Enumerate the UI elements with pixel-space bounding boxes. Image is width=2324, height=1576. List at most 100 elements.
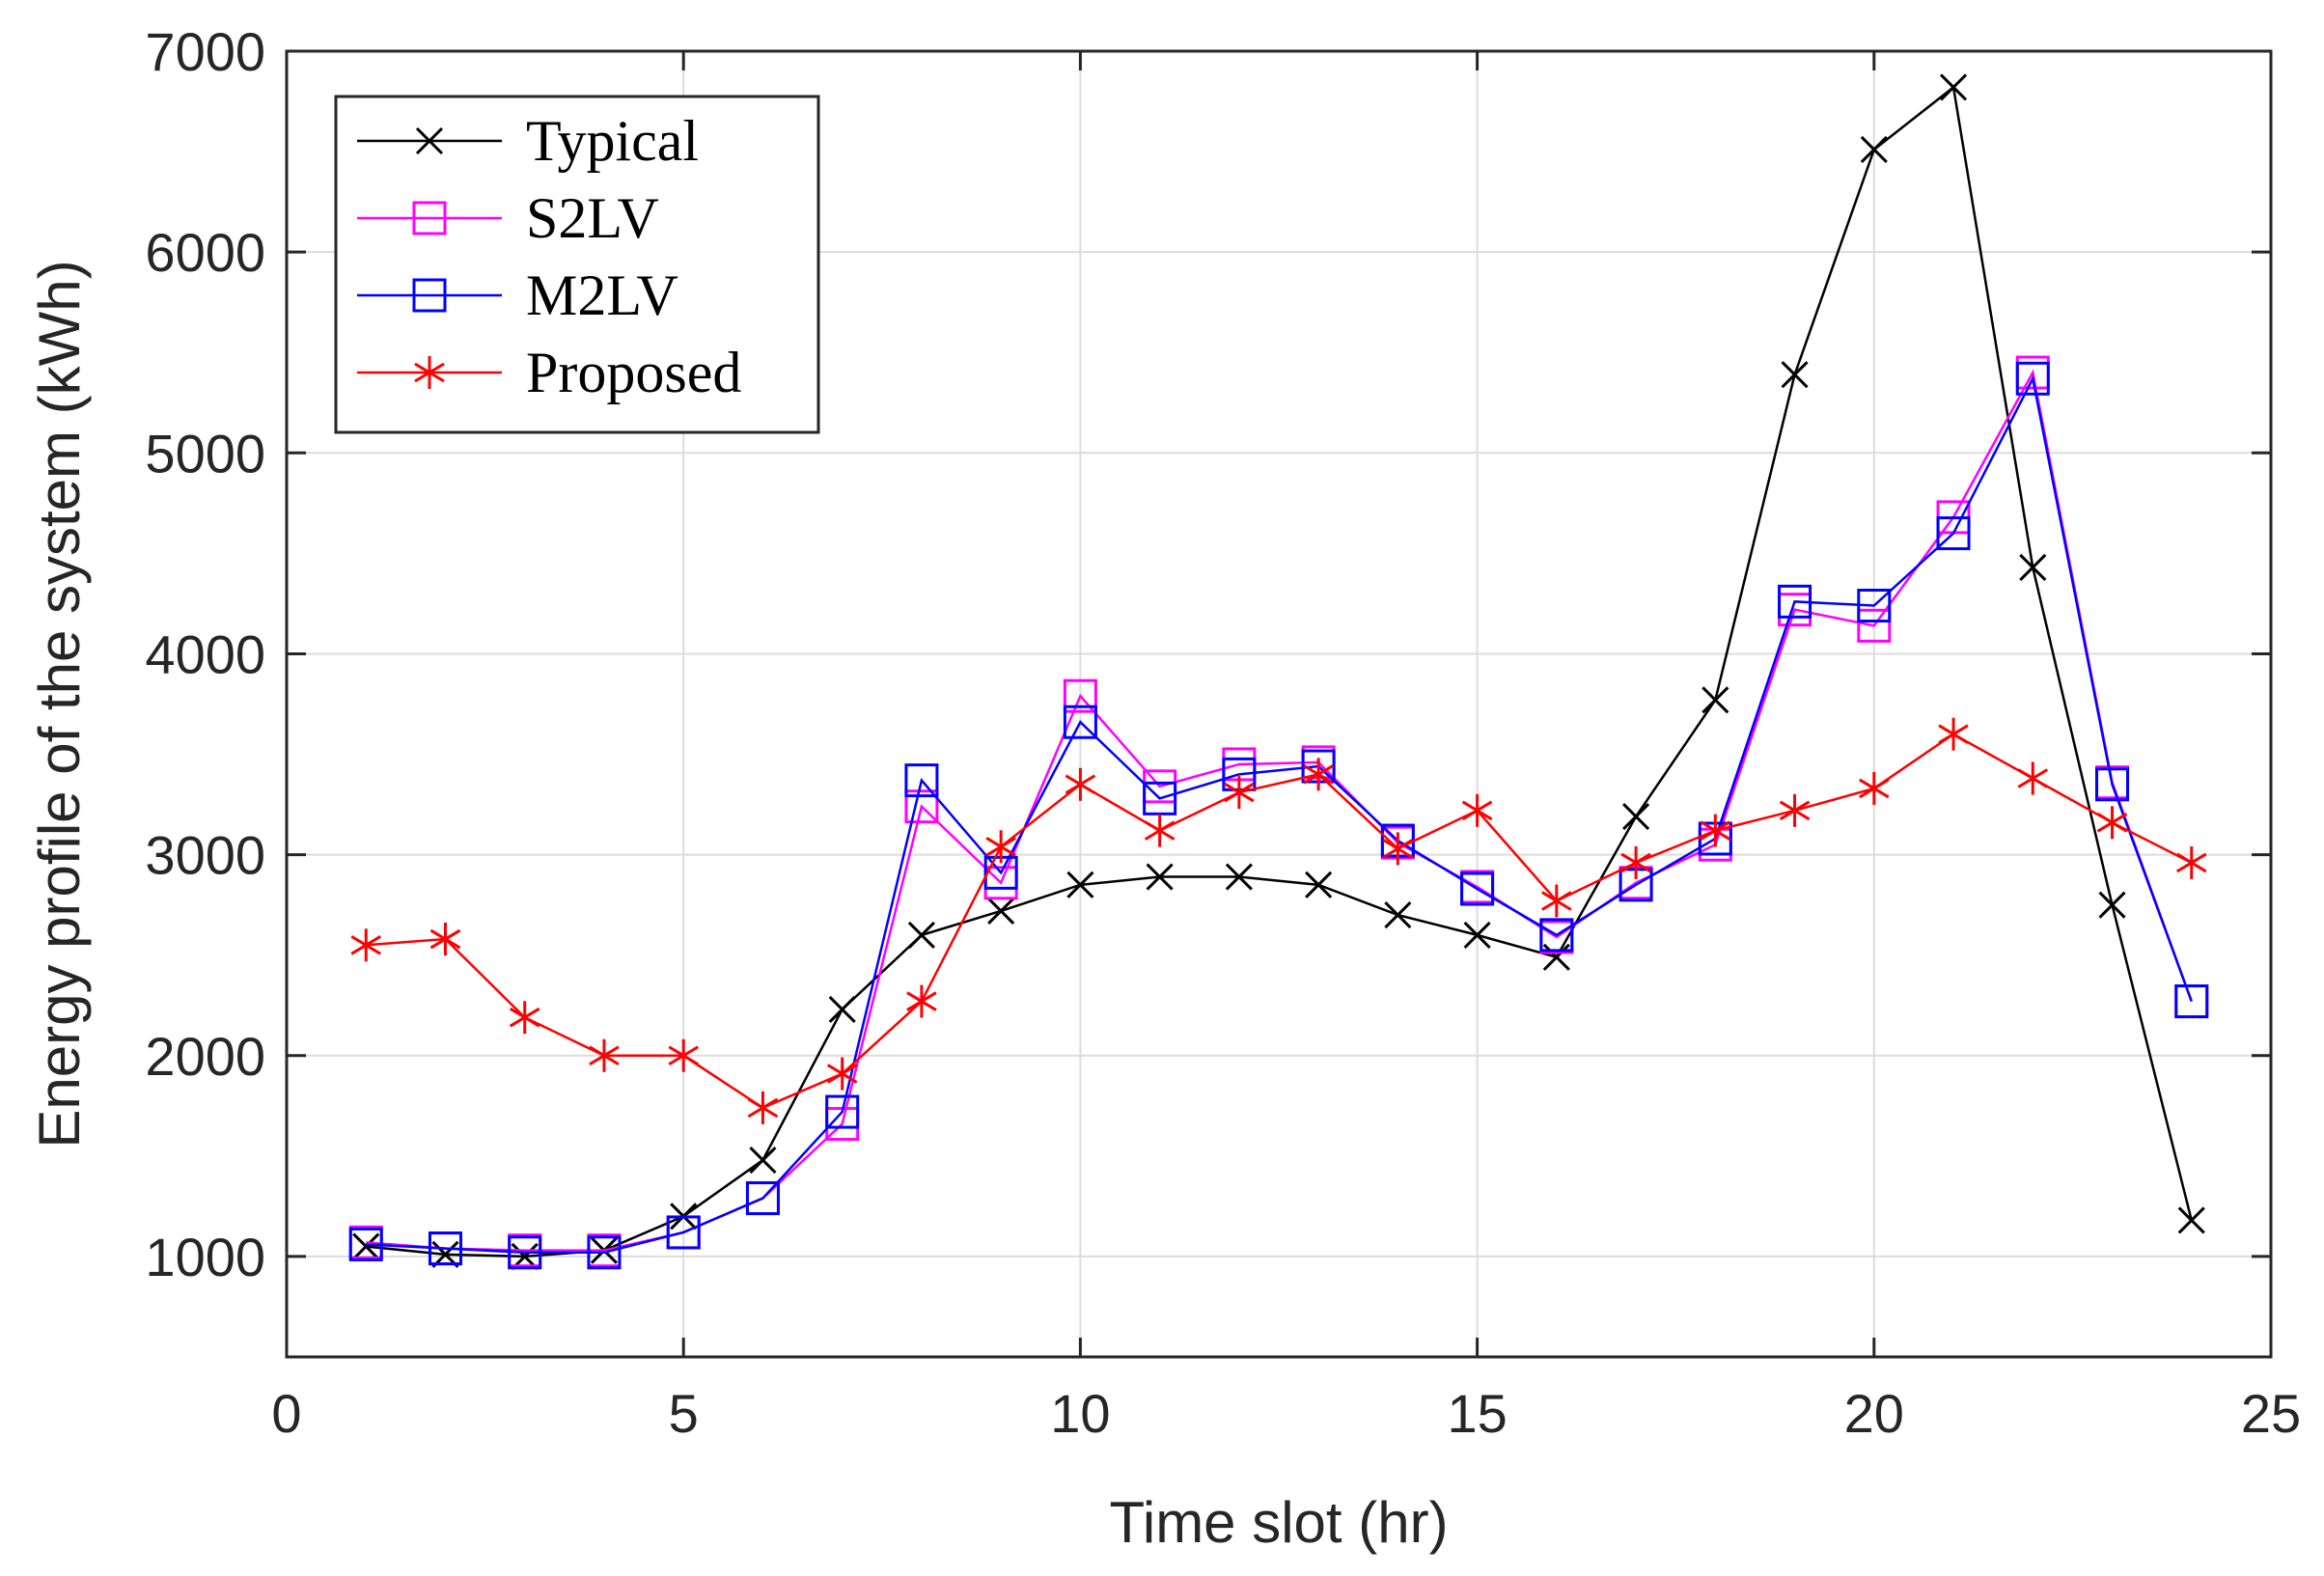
series-line-typical: [366, 85, 2193, 1258]
marker-stroke: [429, 928, 461, 950]
marker-stroke: [2096, 813, 2128, 833]
data-point-m2lv: [2095, 767, 2130, 802]
data-point-typical: [1702, 686, 1729, 714]
marker-stroke: [1065, 774, 1096, 795]
legend-marker-proposed: [414, 356, 445, 389]
marker-stroke: [1146, 863, 1174, 891]
plot-series: [348, 73, 2209, 1270]
y-axis-label: Energy profile of the system (kWh): [27, 260, 92, 1147]
marker-stroke: [1700, 820, 1731, 841]
marker-stroke: [1938, 724, 1969, 745]
x-tick-label: 5: [669, 1383, 699, 1444]
marker-stroke: [987, 897, 1015, 925]
data-point-m2lv: [2015, 361, 2050, 396]
data-point-proposed: [1700, 814, 1731, 847]
marker-stroke: [826, 1064, 858, 1084]
marker-stroke: [1541, 891, 1572, 911]
plot-area-frame: [285, 49, 2273, 1359]
x-tick-label: 10: [1050, 1383, 1110, 1444]
data-point-typical: [1939, 73, 1968, 101]
marker-stroke: [828, 995, 856, 1023]
legend-item-m2lv: M2LV: [357, 263, 678, 327]
data-point-proposed: [2175, 845, 2207, 879]
marker-stroke: [509, 1007, 540, 1028]
marker-stroke: [747, 1097, 779, 1119]
data-point-proposed: [589, 1038, 620, 1072]
data-point-typical: [1542, 943, 1570, 971]
marker-stroke: [589, 1045, 620, 1066]
data-point-proposed: [509, 1001, 540, 1035]
marker-stroke: [2017, 768, 2049, 788]
data-point-m2lv: [825, 1094, 860, 1129]
marker-stroke: [2019, 553, 2047, 582]
data-point-proposed: [1620, 845, 1651, 879]
data-point-proposed: [2096, 806, 2128, 840]
grid-lines: [287, 51, 2271, 1357]
y-tick-label: 4000: [145, 623, 265, 684]
marker-stroke: [352, 1232, 380, 1260]
series-proposed: [350, 717, 2207, 1124]
marker-stroke: [1620, 852, 1651, 873]
data-point-m2lv: [587, 1235, 622, 1270]
legend-label-s2lv: S2LV: [526, 186, 659, 250]
data-point-m2lv: [904, 763, 939, 798]
data-point-typical: [828, 995, 856, 1023]
data-point-proposed: [350, 928, 382, 962]
y-tick-label: 2000: [145, 1026, 265, 1087]
data-point-m2lv: [666, 1215, 701, 1250]
marker-stroke: [1463, 921, 1491, 949]
data-point-s2lv: [904, 789, 939, 824]
data-point-m2lv: [1143, 781, 1177, 816]
legend-item-s2lv: S2LV: [357, 186, 659, 250]
marker-stroke: [2098, 891, 2126, 919]
data-point-typical: [1860, 135, 1888, 164]
marker-stroke: [1702, 686, 1729, 714]
legend-marker-s2lv: [412, 201, 447, 235]
data-point-typical: [1622, 803, 1650, 831]
data-point-m2lv: [1857, 589, 1892, 623]
marker-stroke: [1859, 778, 1890, 799]
data-point-s2lv: [1857, 608, 1892, 643]
x-tick-label: 15: [1447, 1383, 1507, 1444]
data-point-typical: [1066, 871, 1094, 899]
data-point-proposed: [826, 1057, 858, 1091]
data-point-typical: [1463, 921, 1491, 949]
y-tick-label: 6000: [145, 222, 265, 283]
marker-stroke: [1305, 871, 1333, 899]
x-tick-label: 25: [2241, 1383, 2301, 1444]
marker-stroke: [2177, 1206, 2205, 1234]
y-tick-label: 3000: [145, 825, 265, 886]
marker-stroke: [1622, 803, 1650, 831]
legend-label-typical: Typical: [526, 109, 699, 173]
data-point-m2lv: [348, 1227, 383, 1261]
marker-stroke: [668, 1045, 699, 1066]
marker-stroke: [1144, 820, 1176, 841]
x-tick-label: 20: [1844, 1383, 1904, 1444]
legend-item-typical: Typical: [357, 109, 699, 173]
x-axis-label: Time slot (hr): [1109, 1490, 1448, 1555]
legend-label-m2lv: M2LV: [526, 263, 678, 327]
marker-stroke: [749, 1146, 777, 1175]
data-point-proposed: [1779, 793, 1811, 827]
data-point-m2lv: [508, 1235, 542, 1270]
series-line-m2lv: [366, 374, 2193, 1255]
data-point-proposed: [1938, 717, 1969, 751]
marker-stroke: [1303, 764, 1334, 785]
data-point-m2lv: [745, 1181, 780, 1216]
marker-stroke: [350, 934, 382, 955]
data-point-m2lv: [1936, 516, 1971, 551]
data-point-typical: [749, 1146, 777, 1175]
marker-stroke: [907, 921, 935, 949]
legend-label-proposed: Proposed: [526, 341, 741, 404]
data-point-proposed: [1144, 814, 1176, 847]
data-point-proposed: [1065, 767, 1096, 801]
marker-stroke: [1384, 901, 1412, 929]
marker-stroke: [415, 126, 444, 155]
data-point-proposed: [1461, 793, 1493, 827]
data-point-proposed: [668, 1038, 699, 1072]
y-tick-label: 1000: [145, 1227, 265, 1287]
data-point-typical: [1305, 871, 1333, 899]
data-point-m2lv: [1063, 705, 1097, 739]
data-point-typical: [907, 921, 935, 949]
